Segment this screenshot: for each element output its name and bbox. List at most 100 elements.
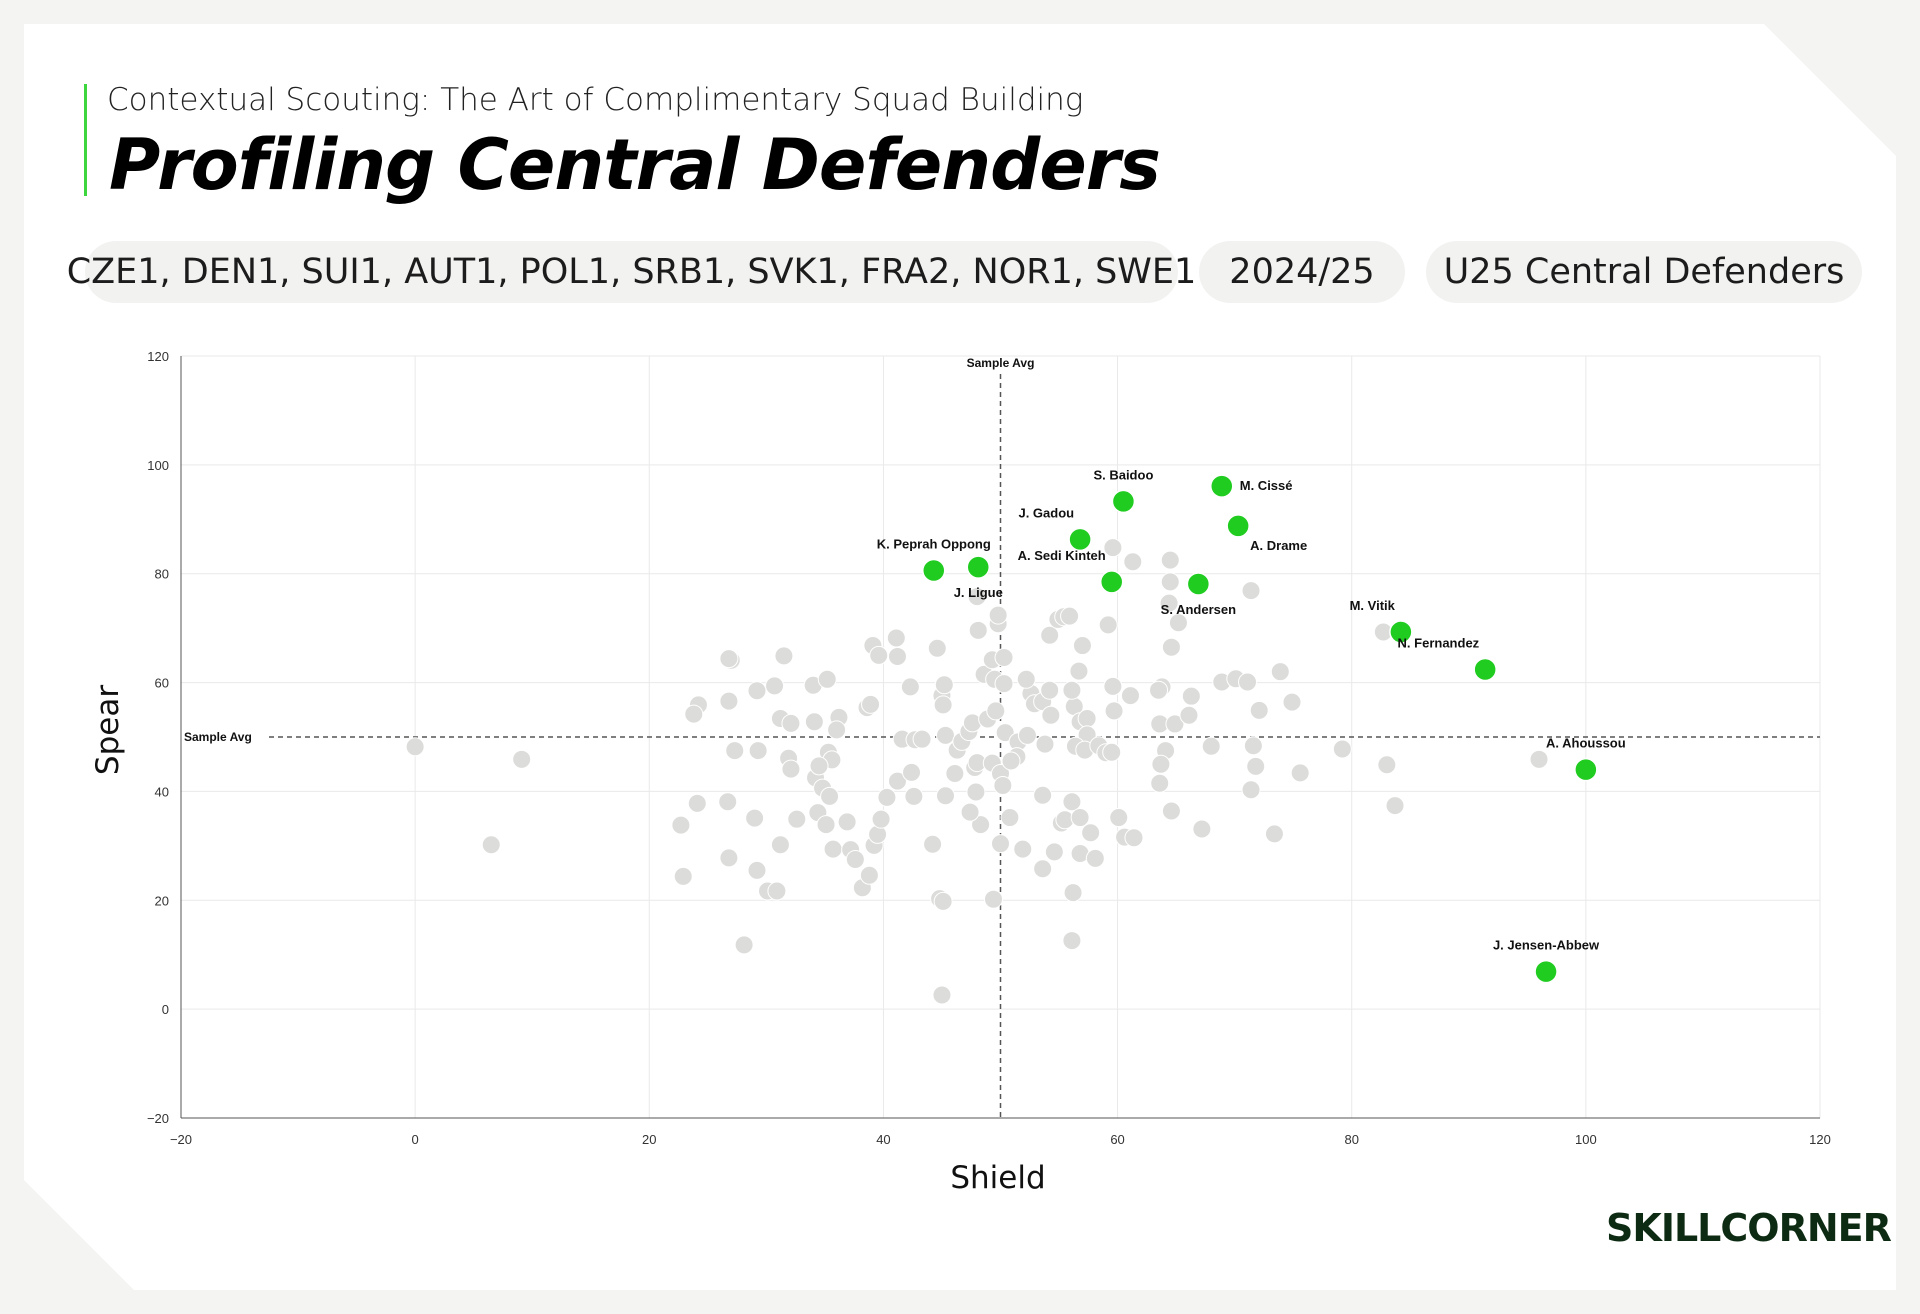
y-tick-label: 60 xyxy=(155,676,169,691)
sample-point xyxy=(1072,636,1092,656)
sample-point xyxy=(1241,581,1261,601)
sample-point xyxy=(1385,796,1405,816)
skillcorner-logo: SKILLCORNER xyxy=(1606,1206,1892,1250)
sample-point xyxy=(971,815,991,835)
sample-point xyxy=(1103,538,1123,558)
highlighted-point xyxy=(1099,570,1124,594)
sample-point xyxy=(935,725,955,745)
sample-point xyxy=(887,771,907,791)
sample-point xyxy=(1102,742,1122,762)
sample-point xyxy=(1168,613,1188,633)
sample-point xyxy=(671,815,691,835)
sample-point xyxy=(927,638,947,658)
point-label: A. Ahoussou xyxy=(1546,736,1626,751)
sample-point xyxy=(935,786,955,806)
x-tick-label: 60 xyxy=(1110,1132,1124,1147)
point-label: A. Sedi Kinteh xyxy=(1018,548,1106,563)
sample-point xyxy=(827,720,847,740)
sample-point xyxy=(1161,801,1181,821)
subtitle: Contextual Scouting: The Art of Complime… xyxy=(107,82,1084,118)
sample-point xyxy=(481,835,501,855)
x-tick-label: 40 xyxy=(876,1132,890,1147)
sample-point xyxy=(1017,725,1037,745)
y-tick-label: 0 xyxy=(162,1002,169,1017)
highlighted-point xyxy=(1186,572,1211,596)
sample-point xyxy=(770,835,790,855)
sample-point xyxy=(945,763,965,783)
sample-point xyxy=(995,723,1015,743)
sample-point xyxy=(1159,593,1179,613)
x-avg-label: Sample Avg xyxy=(967,356,1035,370)
highlighted-point xyxy=(1068,527,1092,552)
sample-point xyxy=(886,628,906,648)
x-tick-label: 20 xyxy=(642,1132,656,1147)
point-label: A. Drame xyxy=(1250,538,1307,553)
sample-point xyxy=(1270,662,1290,682)
sample-point xyxy=(1120,686,1140,706)
sample-point xyxy=(1149,680,1169,700)
sample-point xyxy=(719,691,739,711)
sample-point xyxy=(1103,676,1123,696)
y-avg-label: Sample Avg xyxy=(184,730,252,744)
sample-point xyxy=(1282,692,1302,712)
sample-point xyxy=(869,645,889,665)
sample-point xyxy=(993,775,1013,795)
sample-point xyxy=(1160,572,1180,592)
sample-point xyxy=(877,787,897,807)
sample-point xyxy=(774,646,794,666)
sample-point xyxy=(991,834,1010,854)
sample-point xyxy=(1241,780,1261,800)
x-tick-label: 100 xyxy=(1575,1132,1597,1147)
highlighted-point xyxy=(1210,474,1234,498)
sample-point xyxy=(405,737,425,757)
y-tick-label: 20 xyxy=(155,893,169,908)
y-tick-label: 40 xyxy=(155,784,169,799)
sample-point xyxy=(960,802,980,822)
sample-point xyxy=(861,694,881,714)
sample-point xyxy=(809,756,829,776)
sample-point xyxy=(1529,749,1549,769)
sample-point xyxy=(932,985,952,1005)
point-label: S. Baidoo xyxy=(1093,467,1153,482)
sample-point xyxy=(512,749,532,769)
sample-point xyxy=(994,648,1014,668)
sample-point xyxy=(684,704,704,724)
page-title: Profiling Central Defenders xyxy=(109,124,1161,206)
sample-point xyxy=(1123,552,1143,572)
point-label: J. Ligue xyxy=(954,585,1003,600)
leagues-filter-pill: CZE1, DEN1, SUI1, AUT1, POL1, SRB1, SVK1… xyxy=(67,241,1196,303)
y-axis-title: Spear xyxy=(90,685,126,775)
sample-point xyxy=(1201,736,1221,756)
sample-point xyxy=(747,860,767,880)
highlighted-point xyxy=(1226,514,1250,538)
sample-point xyxy=(986,701,1006,721)
sample-point xyxy=(734,935,754,955)
sample-point xyxy=(1246,756,1266,776)
sample-point xyxy=(1016,669,1036,689)
sample-point xyxy=(1060,606,1080,626)
sample-point xyxy=(781,759,801,779)
sample-point xyxy=(988,605,1008,625)
point-label: S. Andersen xyxy=(1161,602,1236,617)
sample-point xyxy=(966,782,986,802)
sample-point xyxy=(1001,751,1021,771)
sample-point xyxy=(820,786,840,806)
highlighted-point xyxy=(966,555,991,579)
sample-point xyxy=(1150,773,1170,793)
highlighted-point xyxy=(1574,757,1598,782)
sample-point xyxy=(1062,792,1082,812)
highlighted-point xyxy=(1473,657,1497,682)
sample-point xyxy=(933,695,953,715)
sample-point xyxy=(904,786,924,806)
y-tick-label: −20 xyxy=(147,1111,169,1126)
sample-point xyxy=(718,792,738,812)
sample-point xyxy=(859,865,879,885)
highlighted-point xyxy=(922,558,946,583)
sample-point xyxy=(747,681,767,701)
point-label: N. Fernandez xyxy=(1398,636,1480,651)
sample-point xyxy=(725,741,745,761)
sample-point xyxy=(1085,848,1105,868)
sample-point xyxy=(1124,828,1144,848)
sample-point xyxy=(745,808,765,828)
sample-point xyxy=(1070,808,1090,828)
